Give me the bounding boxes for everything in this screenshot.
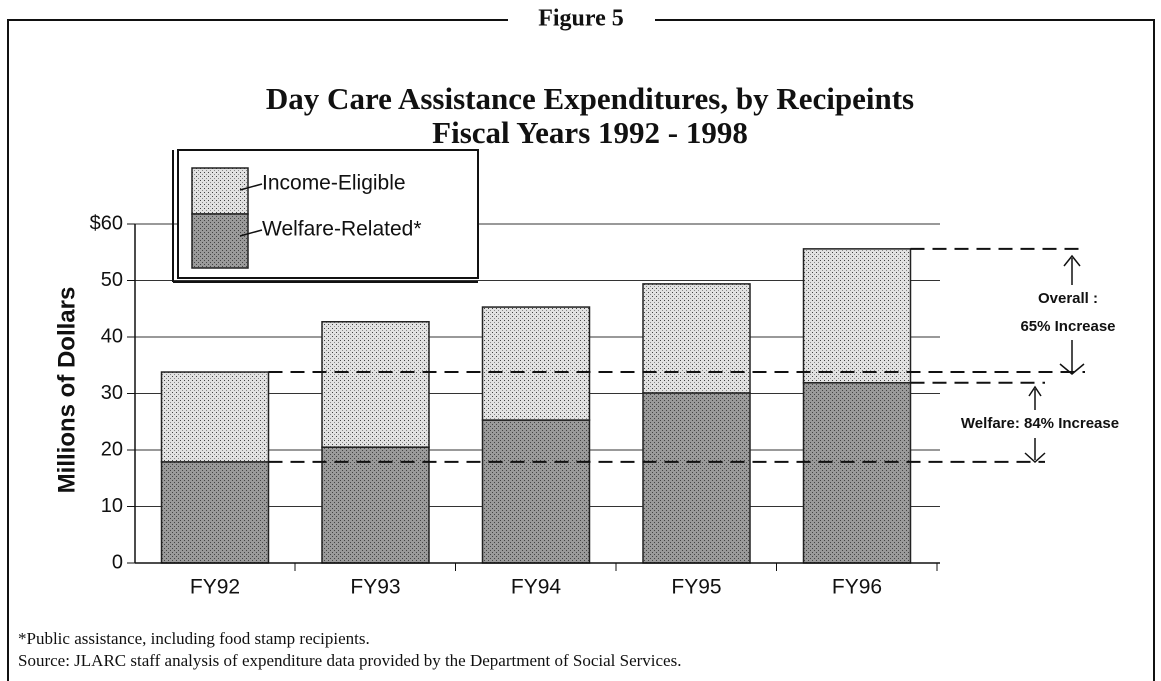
y-tick-label: 0 (112, 551, 123, 573)
frame (7, 19, 1155, 681)
figure-label: Figure 5 (538, 6, 624, 32)
legend-pointer (239, 229, 263, 237)
legend-label: Income-Eligible (262, 172, 406, 195)
annotation: 65% Increase (1020, 318, 1115, 335)
bar-segment (481, 306, 591, 421)
frame-left (7, 19, 508, 681)
legend: Income-Eligible Welfare-Related* (172, 149, 479, 283)
arrow-head (1028, 385, 1042, 397)
y-tick-label: $60 (90, 212, 123, 234)
annotation: Welfare: 84% Increase (961, 415, 1119, 432)
y-tick-label: 30 (101, 382, 123, 404)
y-tick-label: 10 (101, 495, 123, 517)
bar-segment (642, 283, 751, 394)
y-tick-label: 20 (101, 438, 123, 460)
bar-segment (642, 392, 751, 564)
legend-pointer (239, 183, 263, 191)
legend-swatch (191, 213, 249, 269)
arrow-head (1024, 452, 1046, 464)
bar-segment (321, 320, 430, 448)
bar-segment (481, 419, 591, 564)
bar-segment (160, 371, 270, 463)
chart-subtitle: Fiscal Years 1992 - 1998 (432, 115, 748, 150)
y-tick-label: 50 (101, 269, 123, 291)
footnote: Source: JLARC staff analysis of expendit… (18, 651, 681, 670)
x-tick-label: FY96 (832, 576, 882, 599)
arrow-head (1059, 363, 1085, 375)
legend-label: Welfare-Related* (262, 218, 422, 241)
y-axis-label: Millions of Dollars (53, 287, 80, 494)
legend-swatch (191, 167, 249, 215)
frame-right (655, 19, 1155, 681)
bar-segment (321, 446, 430, 564)
x-tick-label: FY94 (511, 576, 562, 599)
chart-title: Day Care Assistance Expenditures, by Rec… (266, 81, 914, 116)
annotation: Overall : (1038, 290, 1098, 307)
arrow-head (1063, 254, 1081, 267)
footnote: *Public assistance, including food stamp… (18, 629, 370, 648)
bar-segment (802, 382, 912, 564)
x-tick-label: FY93 (350, 576, 400, 599)
x-tick-label: FY95 (671, 576, 721, 599)
y-tick-label: 40 (101, 325, 123, 347)
bar-segment (160, 461, 270, 564)
x-tick-label: FY92 (190, 576, 240, 599)
bar-segment (802, 248, 912, 384)
arrows (1024, 254, 1085, 464)
